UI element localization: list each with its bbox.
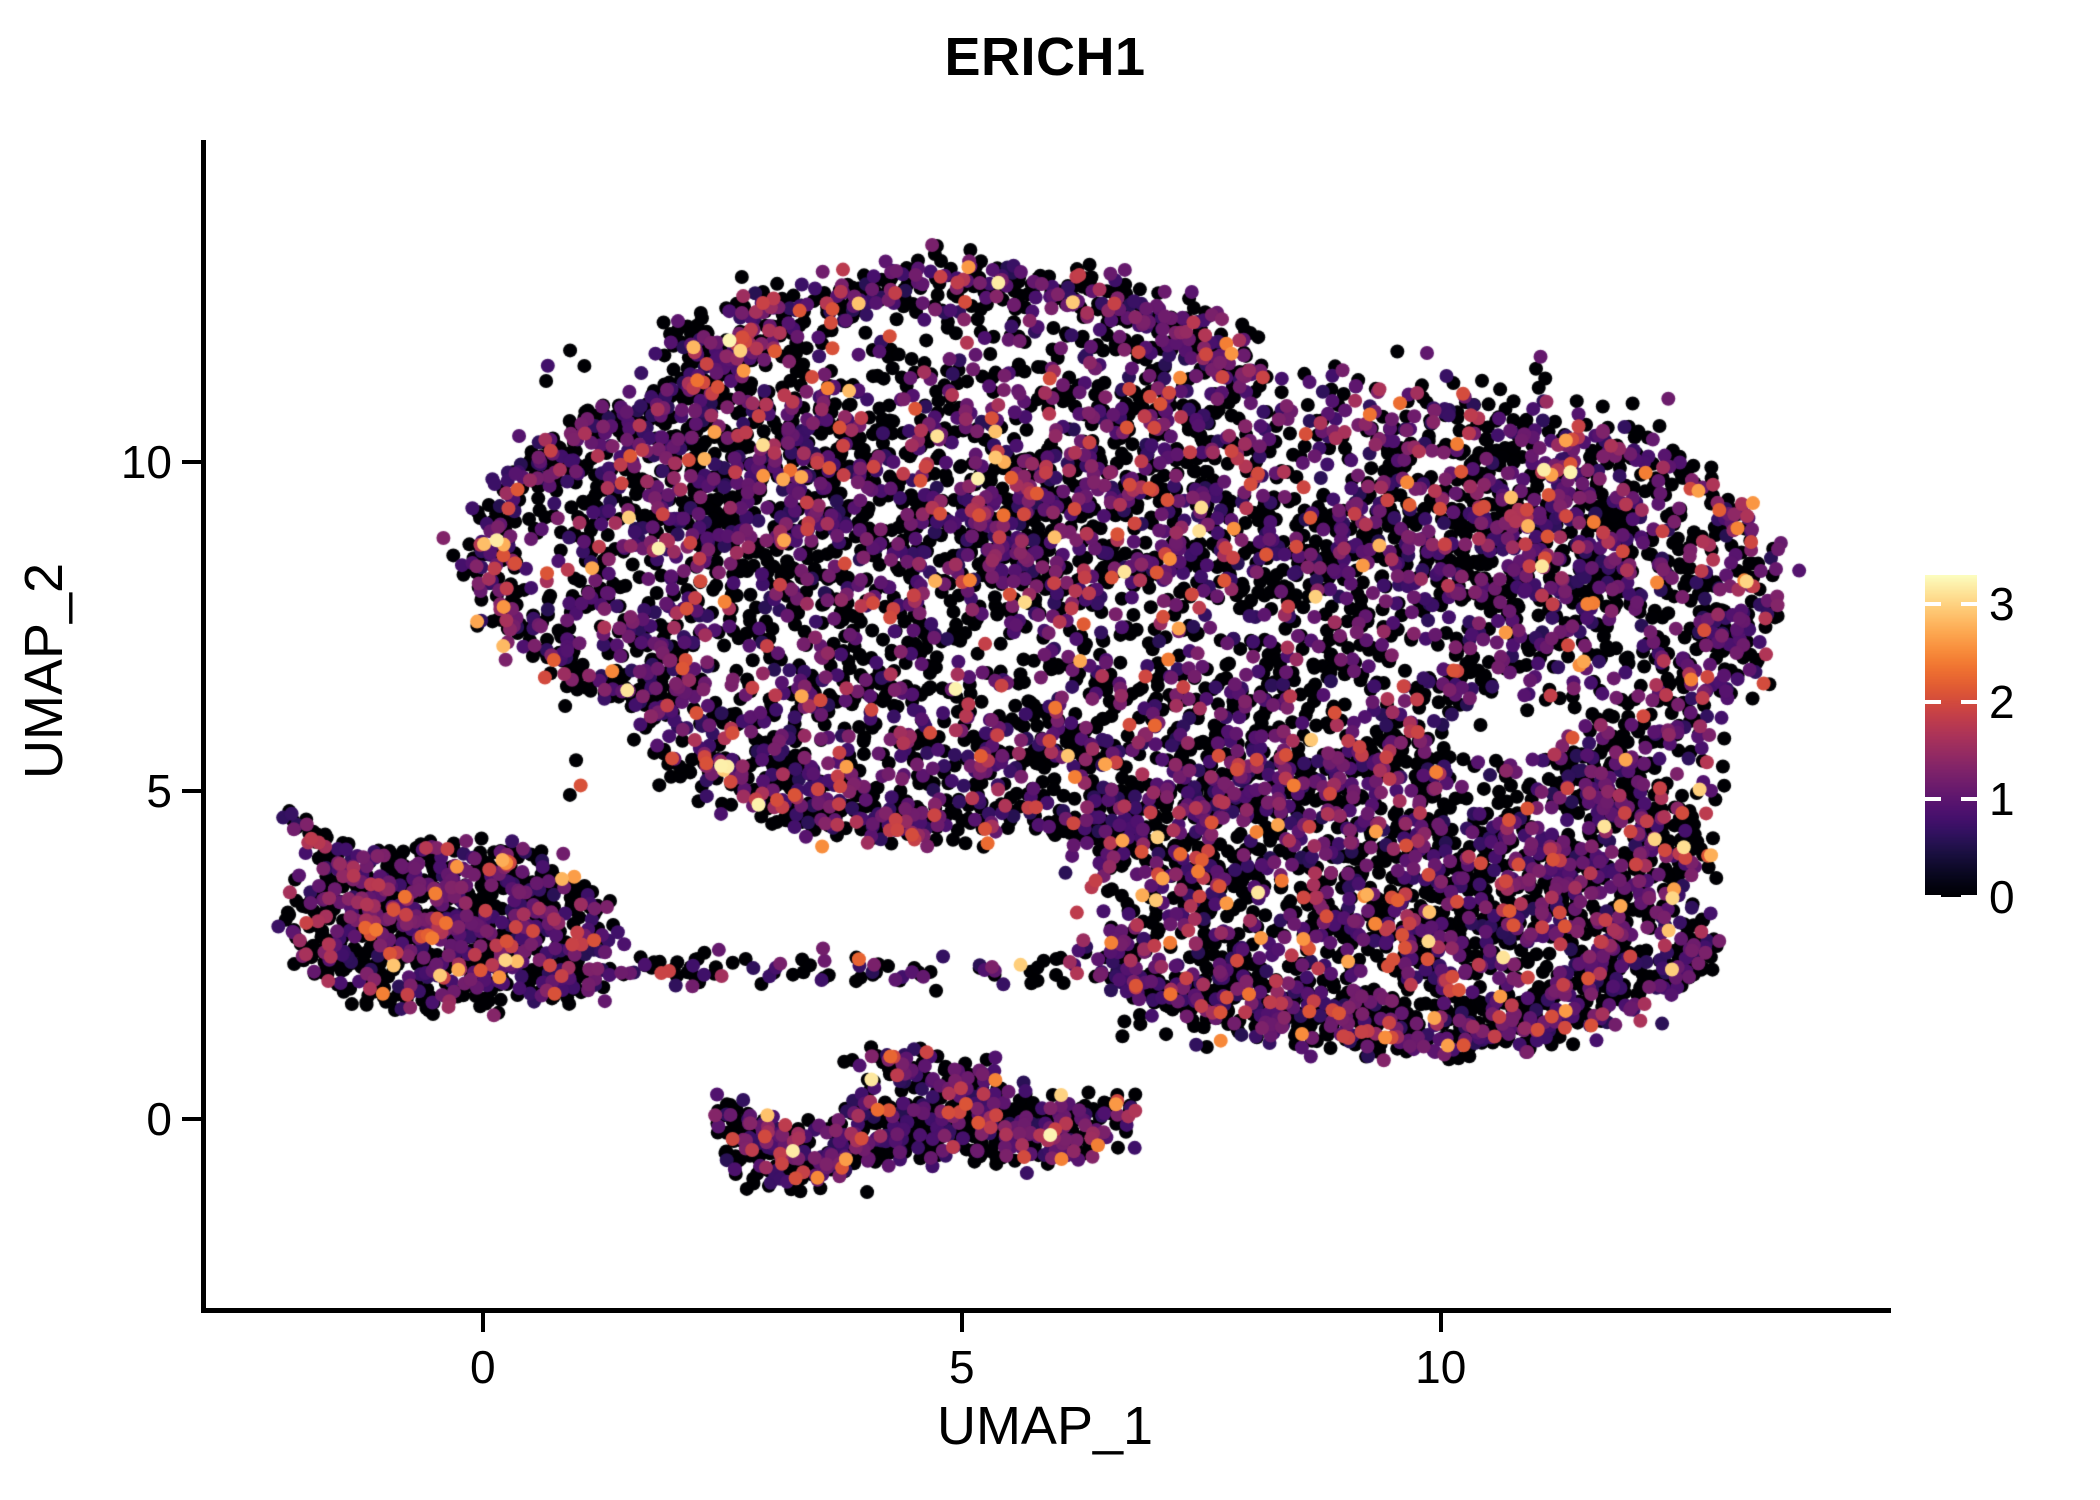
x-tick-label-0: 0 [470, 1341, 496, 1393]
scatter-canvas [205, 140, 1891, 1310]
x-tick-label-5: 5 [948, 1341, 975, 1393]
legend-label-2: 2 [1989, 675, 2015, 728]
colorbar-gradient [1925, 575, 1977, 897]
x-axis-line [201, 1308, 1891, 1313]
y-tick-mark-0 [182, 1117, 201, 1122]
legend-label-3: 3 [1989, 578, 2015, 631]
x-tick-mark-10 [1438, 1313, 1443, 1332]
page-title: ERICH1 [944, 27, 1146, 87]
legend-label-1: 1 [1989, 773, 2015, 826]
legend-tick-3-left [1925, 602, 1941, 607]
y-axis-title: UMAP_2 [14, 562, 74, 780]
y-tick-mark-10 [182, 460, 201, 465]
color-legend: 0 1 2 3 [1925, 575, 2075, 923]
x-tick-label-10: 10 [1415, 1341, 1467, 1393]
plot-panel [205, 140, 1891, 1310]
y-tick-label-10: 10 [120, 436, 172, 489]
legend-tick-2-left [1925, 699, 1941, 704]
y-tick-label-0: 0 [146, 1093, 172, 1146]
legend-tick-0-right [1961, 895, 1977, 899]
y-tick-label-5: 5 [146, 764, 172, 817]
legend-tick-1-left [1925, 797, 1941, 802]
x-tick-mark-0 [480, 1313, 485, 1332]
y-tick-mark-5 [182, 788, 201, 793]
legend-tick-0-left [1925, 895, 1941, 899]
legend-tick-1-right [1961, 797, 1977, 802]
x-tick-mark-5 [959, 1313, 964, 1332]
y-axis-line [201, 140, 206, 1312]
legend-tick-3-right [1961, 602, 1977, 607]
legend-label-0: 0 [1989, 871, 2015, 923]
legend-tick-2-right [1961, 699, 1977, 704]
x-axis-title: UMAP_1 [936, 1396, 1154, 1456]
